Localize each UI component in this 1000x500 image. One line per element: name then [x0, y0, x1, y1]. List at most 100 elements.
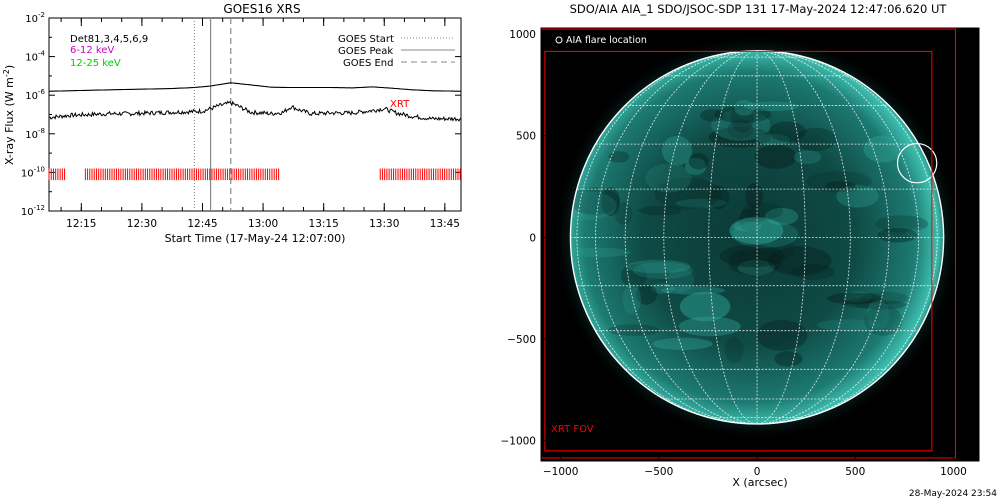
longitude-line — [708, 50, 758, 425]
solar-region — [757, 133, 790, 146]
solar-region — [877, 228, 918, 243]
flare-location-circle — [896, 142, 938, 184]
solar-limb — [569, 50, 945, 425]
goes-ytick-label: 10-4 — [25, 50, 45, 64]
goes-ylabel-main: X-ray Flux (W m — [3, 77, 16, 165]
solar-region — [754, 144, 797, 169]
aia-panel: SDO/AIA AIA_1 SDO/JSOC-SDP 131 17-May-20… — [500, 2, 980, 489]
solar-region — [654, 177, 722, 210]
solar-region — [685, 157, 707, 175]
xrt-fov-inner — [544, 50, 933, 452]
solar-region — [662, 135, 693, 166]
solar-region — [806, 170, 872, 193]
goes-ytick-label: 10-12 — [21, 204, 45, 218]
aia-xtick-label: −500 — [644, 466, 673, 478]
goes-panel: GOES16 XRS X-ray Flux (W m-2) 10-12 10-10… — [2, 2, 462, 245]
solar-region — [700, 109, 724, 122]
aia-title: SDO/AIA AIA_1 SDO/JSOC-SDP 131 17-May-20… — [570, 2, 948, 16]
solar-region — [745, 183, 763, 209]
energy-low-label: 6-12 keV — [70, 45, 114, 56]
goes-xtick-label: 13:45 — [430, 218, 460, 230]
solar-region — [570, 187, 621, 215]
solar-region — [864, 305, 903, 336]
longitude-line — [757, 50, 890, 425]
xrt-fov-label: XRT FOV — [551, 424, 594, 435]
goes-xtick-label: 13:15 — [309, 218, 339, 230]
solar-region — [774, 351, 803, 367]
solar-region — [764, 208, 799, 226]
xrt-fov-outer — [541, 28, 956, 459]
solar-region — [638, 205, 682, 216]
solar-region — [570, 191, 617, 221]
solar-region — [863, 135, 903, 163]
longitude-line — [757, 50, 938, 425]
goes-xtick-label: 12:30 — [127, 218, 157, 230]
goes-ytick-label: 10-10 — [21, 165, 45, 179]
aia-ytick-label: 0 — [529, 232, 536, 244]
goes-ylabel: X-ray Flux (W m-2) — [2, 65, 16, 165]
solar-region — [827, 292, 883, 305]
solar-region — [734, 100, 755, 116]
xrt-coverage-bars — [48, 168, 461, 181]
goes-xtick-label: 13:00 — [248, 218, 278, 230]
goes-series-line — [48, 100, 462, 122]
goes-x-axis: 12:15 12:30 12:45 13:00 13:15 13:30 13:45 — [60, 18, 460, 230]
longitude-line — [595, 50, 758, 425]
longitude-line — [663, 50, 758, 425]
solar-region — [738, 208, 761, 232]
aia-xlabel: X (arcsec) — [732, 476, 787, 489]
goes-ytick-label: 10-2 — [25, 11, 45, 25]
solar-region — [769, 121, 806, 142]
longitude-line — [757, 50, 920, 425]
aia-ytick-label: −1000 — [500, 436, 536, 448]
longitude-line — [757, 50, 806, 425]
solar-region — [608, 151, 630, 163]
solar-region — [768, 238, 795, 260]
legend-goes-start: GOES Start — [338, 34, 394, 45]
longitude-line — [576, 50, 758, 425]
aia-y-axis: −1000 −500 0 500 1000 — [500, 29, 548, 448]
solar-region — [708, 126, 772, 148]
solar-region — [860, 291, 909, 305]
solar-region — [843, 291, 872, 303]
solar-region — [737, 260, 775, 276]
aia-ytick-label: 500 — [516, 131, 536, 143]
solar-region — [724, 337, 744, 364]
goes-series-line — [48, 82, 462, 92]
flare-legend-label: AIA flare location — [566, 35, 647, 46]
solar-region — [570, 247, 631, 258]
aia-xtick-label: −1000 — [543, 466, 579, 478]
solar-region — [727, 119, 754, 139]
solar-region — [843, 298, 888, 309]
solar-region — [756, 319, 808, 351]
longitude-line — [624, 50, 758, 425]
aia-x-axis: −1000 −500 0 500 1000 — [543, 454, 967, 478]
solar-region — [794, 127, 837, 152]
solar-region — [733, 221, 762, 232]
solar-region — [732, 220, 799, 248]
aia-ytick-label: −500 — [507, 334, 536, 346]
goes-xtick-label: 13:30 — [369, 218, 399, 230]
aia-solar-image — [541, 28, 961, 459]
aia-xtick-label: 500 — [845, 466, 865, 478]
goes-event-markers — [193, 18, 232, 211]
solar-region — [622, 284, 641, 315]
solar-region — [614, 202, 633, 225]
heliographic-grid — [570, 50, 944, 425]
solar-region — [711, 110, 771, 141]
goes-title: GOES16 XRS — [223, 2, 300, 16]
solar-region — [866, 299, 890, 331]
solar-region — [678, 316, 741, 337]
solar-region — [768, 246, 832, 276]
solar-region — [790, 264, 835, 280]
solar-region — [633, 262, 694, 279]
solar-region — [688, 153, 709, 170]
solar-region — [601, 187, 620, 216]
legend-goes-end: GOES End — [343, 58, 393, 69]
aia-ytick-label: 1000 — [509, 29, 536, 41]
goes-ytick-label: 10-6 — [25, 88, 45, 102]
solar-region — [729, 217, 784, 245]
solar-region — [626, 259, 691, 274]
solar-region — [793, 150, 822, 165]
aia-xtick-label: 1000 — [940, 466, 967, 478]
